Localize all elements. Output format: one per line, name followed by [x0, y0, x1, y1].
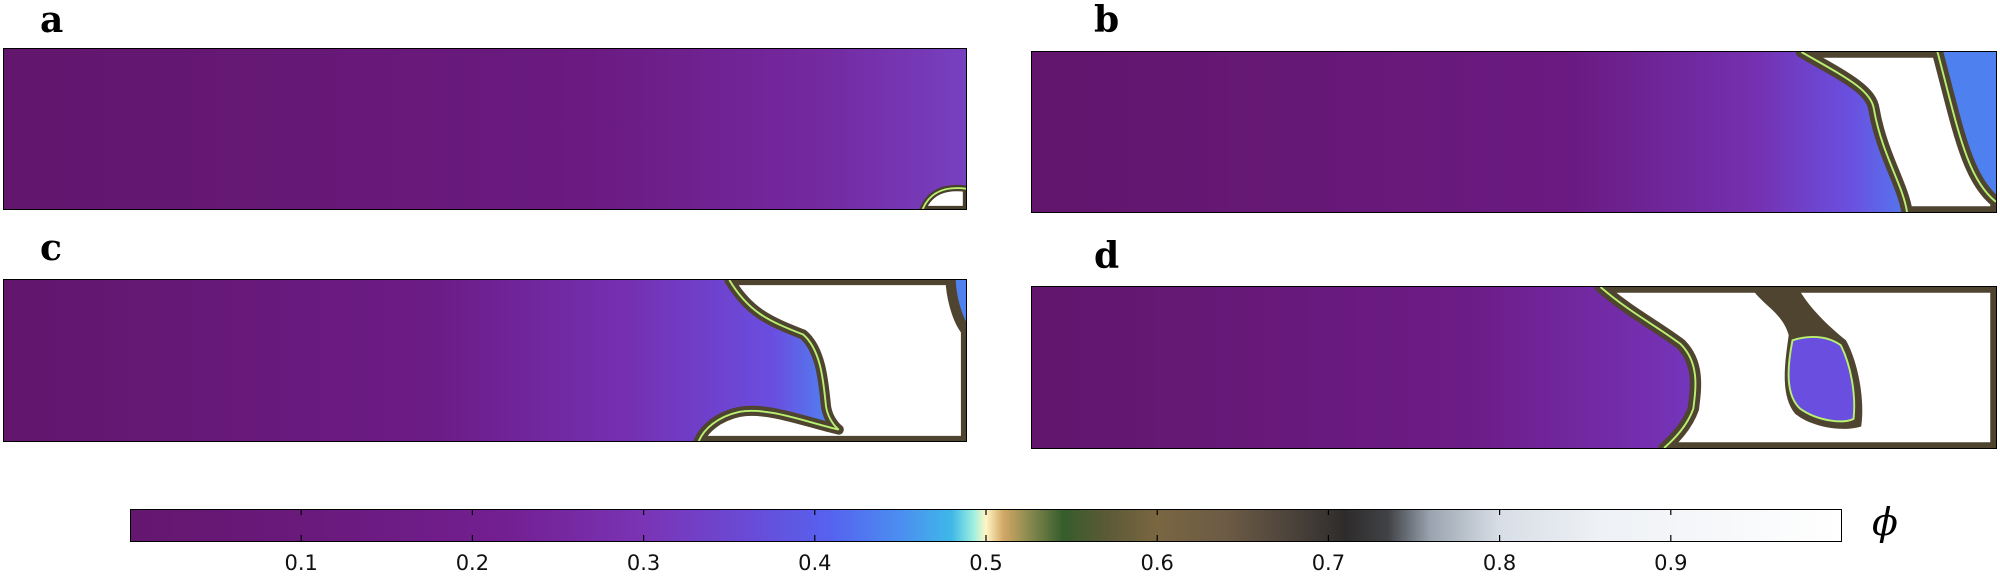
panel-b [1031, 51, 1997, 213]
panel-c [3, 279, 967, 442]
interface [1936, 52, 1996, 203]
tick-label: 0.2 [456, 551, 489, 575]
tick-label: 0.8 [1483, 551, 1516, 575]
interface [921, 187, 966, 209]
panel-label: b [1094, 0, 1120, 41]
colorbar-axis: 0.1 0.2 0.3 0.4 0.5 0.6 0.7 0.8 0.9 [284, 509, 1688, 575]
panel-d [1031, 286, 1997, 449]
panel-label: c [40, 227, 62, 269]
panel-label: d [1094, 235, 1120, 277]
interface [1599, 287, 1697, 448]
interface [1800, 52, 1908, 212]
interface [697, 280, 840, 441]
tick-label: 0.1 [284, 551, 317, 575]
tick-label: 0.6 [1140, 551, 1173, 575]
tick-label: 0.4 [798, 551, 831, 575]
field [4, 49, 966, 209]
tick-label: 0.5 [969, 551, 1002, 575]
field [1032, 52, 1996, 212]
panel-label: a [40, 0, 64, 41]
island [1787, 335, 1856, 423]
tick-label: 0.3 [627, 551, 660, 575]
colorbar-label: ϕ [1872, 500, 1898, 544]
panel-a [3, 48, 967, 210]
tick-label: 0.7 [1312, 551, 1345, 575]
tick-label: 0.9 [1654, 551, 1687, 575]
